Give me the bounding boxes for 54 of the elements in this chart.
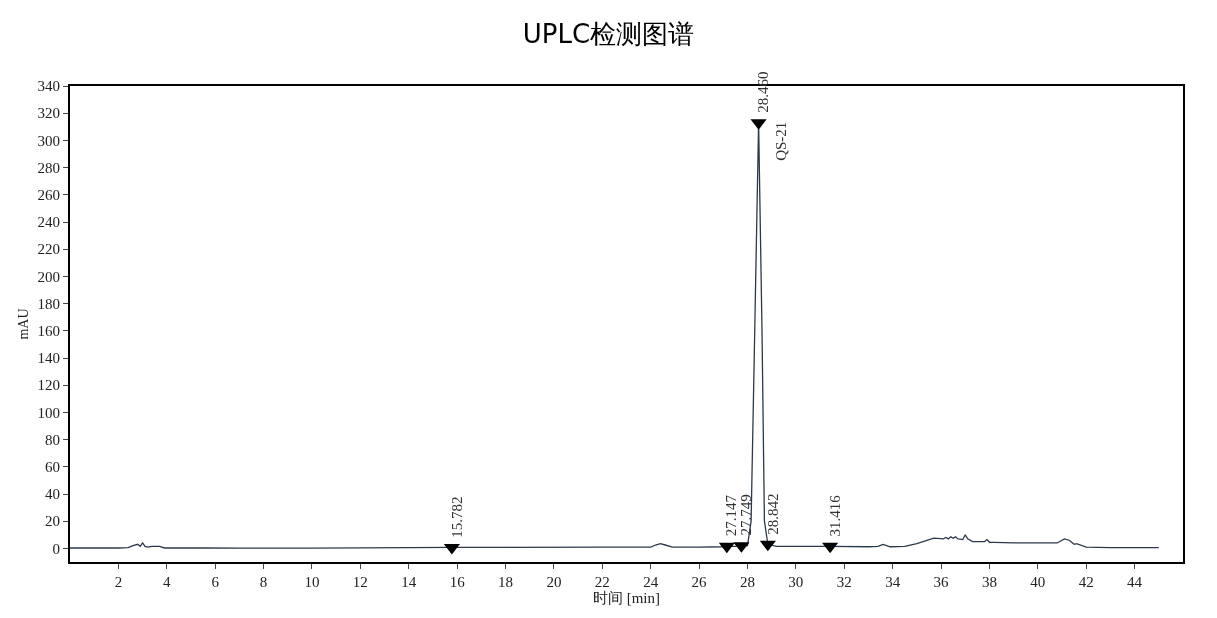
x-tick-label: 30 (788, 574, 804, 590)
y-tick-label: 200 (37, 268, 60, 285)
y-tick-label: 300 (37, 132, 60, 149)
y-tick-label: 0 (52, 540, 60, 557)
y-tick-label: 180 (37, 295, 60, 312)
x-tick-label: 36 (933, 574, 950, 590)
x-tick-label: 26 (691, 574, 708, 590)
x-tick-label: 14 (401, 574, 417, 590)
y-tick-label: 60 (45, 459, 60, 476)
point (822, 542, 839, 554)
y-tick-label: 160 (37, 323, 60, 340)
annotation: 31.416 (826, 494, 843, 537)
y-tick-label: 320 (37, 105, 60, 122)
annotation: 28.842 (765, 493, 782, 535)
x-tick-label: 32 (836, 574, 852, 590)
x-tick-label: 42 (1078, 574, 1094, 590)
x-tick-label: 4 (163, 574, 172, 590)
x-tick-label: 10 (304, 574, 320, 590)
x-tick-label: 16 (449, 574, 466, 590)
x-tick-label: 22 (594, 574, 610, 590)
x-tick-label: 34 (885, 574, 901, 590)
x-tick-label: 24 (643, 574, 659, 590)
x-tick-label: 38 (981, 574, 997, 590)
y-tick-label: 260 (37, 187, 60, 204)
y-tick-label: 220 (37, 241, 60, 258)
point (759, 540, 776, 552)
x-tick-label: 18 (498, 574, 514, 590)
annotation: 27.147 (723, 494, 740, 537)
x-axis-title: 时间 [min] (592, 590, 661, 606)
y-tick-label: 120 (37, 377, 60, 394)
y-tick-label: 280 (37, 159, 60, 176)
x-tick-label: 6 (211, 574, 220, 590)
point (718, 542, 735, 554)
y-tick-label: 80 (45, 431, 60, 448)
x-tick-label: 2 (114, 574, 123, 590)
x-tick-label: 20 (546, 574, 562, 590)
x-tick-label: 12 (352, 574, 368, 590)
x-tick-label: 44 (1127, 574, 1143, 590)
y-tick-label: 140 (37, 350, 60, 367)
x-tick-label: 28 (739, 574, 755, 590)
annotation: 15.782 (448, 496, 465, 538)
annotation: 27.749 (738, 494, 755, 536)
chart-title: UPLC检测图谱 (522, 18, 695, 49)
point (443, 543, 460, 555)
x-tick-label: 40 (1030, 574, 1046, 590)
y-tick-label: 100 (37, 404, 60, 421)
x-tick-label: 8 (259, 574, 268, 590)
y-tick-label: 20 (45, 513, 60, 530)
y-axis-title: mAU (15, 308, 31, 340)
y-tick-label: 40 (45, 486, 60, 503)
annotation: QS-21 (773, 121, 790, 161)
y-tick-label: 240 (37, 214, 60, 231)
annotation: 28.460 (755, 71, 772, 113)
y-tick-label: 340 (37, 78, 60, 95)
